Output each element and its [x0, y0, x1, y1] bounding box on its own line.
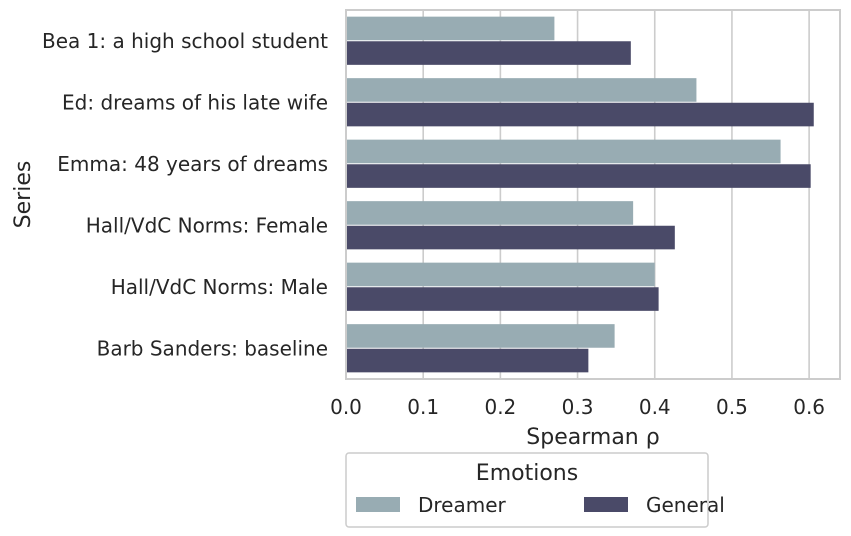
x-axis-label: Spearman ρ [526, 425, 659, 450]
legend-swatch-general [584, 497, 628, 512]
bar-dreamer [346, 78, 697, 102]
y-ticks: Bea 1: a high school student Ed: dreams o… [42, 29, 328, 361]
bars [346, 16, 814, 373]
legend-title: Emotions [476, 461, 578, 486]
bar-dreamer [346, 324, 615, 348]
legend-label-dreamer: Dreamer [418, 493, 507, 517]
bar-general [346, 102, 814, 127]
bar-general [346, 164, 811, 188]
y-axis-label: Series [11, 161, 36, 229]
y-tick-label: Barb Sanders: baseline [97, 336, 328, 360]
bar-dreamer [346, 16, 555, 41]
x-tick-label: 0.4 [639, 395, 671, 419]
legend: Emotions Dreamer General [345, 452, 725, 528]
bar-general [346, 287, 659, 311]
legend-items: Dreamer General [356, 493, 725, 517]
y-tick-label: Hall/VdC Norms: Male [111, 275, 328, 299]
legend-label-general: General [646, 493, 725, 517]
x-tick-label: 0.6 [793, 395, 825, 419]
legend-swatch-dreamer [356, 497, 400, 512]
x-tick-label: 0.0 [330, 395, 362, 419]
bar-dreamer [346, 262, 655, 287]
bar-dreamer [346, 139, 781, 164]
bar-general [346, 41, 631, 65]
grid-lines [345, 10, 810, 379]
bar-dreamer [346, 201, 634, 225]
y-tick-label: Bea 1: a high school student [42, 29, 328, 53]
x-tick-label: 0.3 [562, 395, 594, 419]
x-ticks: 0.0 0.1 0.2 0.3 0.4 0.5 0.6 [330, 395, 825, 419]
bar-general [346, 225, 675, 250]
x-tick-label: 0.1 [407, 395, 439, 419]
bar-general [346, 348, 589, 373]
y-tick-label: Emma: 48 years of dreams [57, 152, 328, 176]
x-tick-label: 0.2 [484, 395, 516, 419]
x-tick-label: 0.5 [716, 395, 748, 419]
plot-frame [345, 9, 841, 380]
y-tick-label: Ed: dreams of his late wife [62, 90, 328, 114]
y-tick-label: Hall/VdC Norms: Female [86, 213, 328, 237]
